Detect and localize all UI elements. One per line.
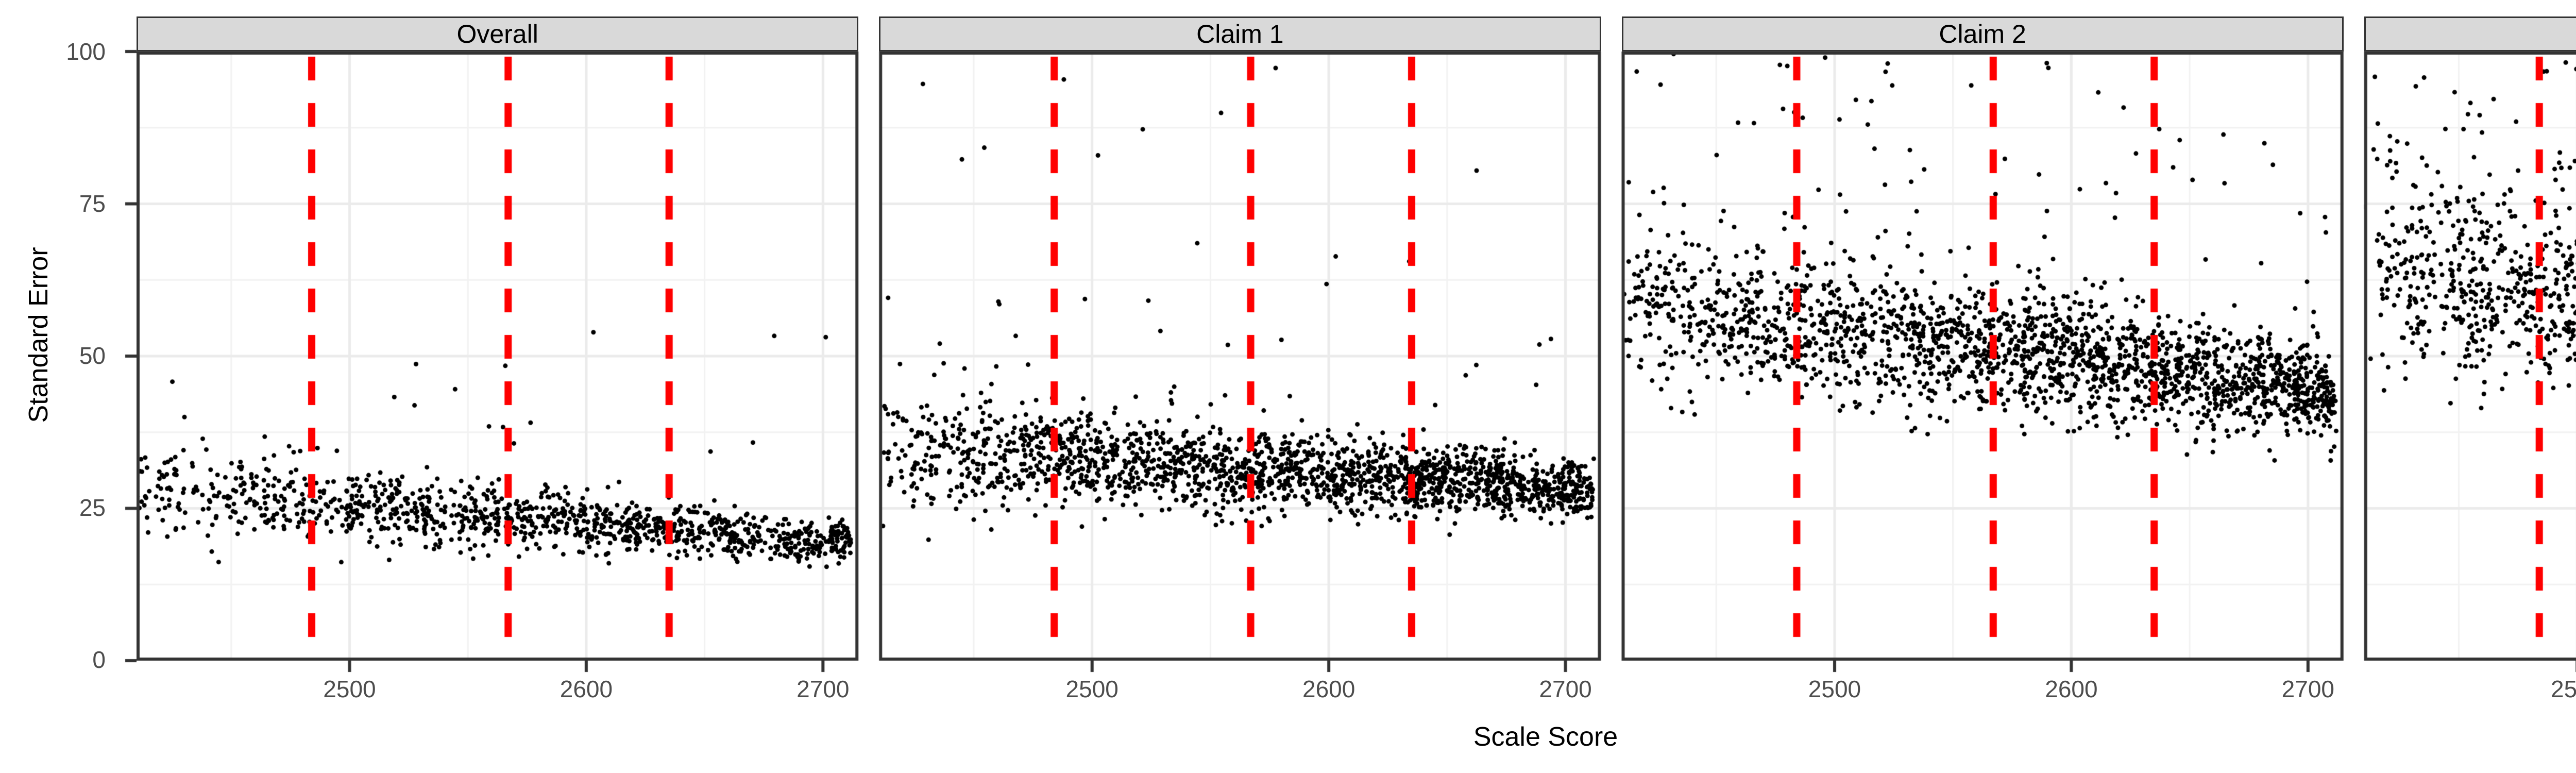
x-tick-label-2700-panel-2: 2700 [2281, 676, 2334, 702]
y-axis-tick-labels: 100 75 50 25 0 [0, 0, 106, 773]
panel-strip-label-claim-2: Claim 2 [1939, 20, 2026, 48]
panel-strip-claim-1: Claim 1 [879, 16, 1601, 52]
y-tick-label-100: 100 [66, 38, 106, 65]
x-tick-label-2700-panel-0: 2700 [796, 676, 850, 702]
y-tick-label-75: 75 [79, 190, 106, 217]
panel-claim-2 [1622, 52, 2344, 661]
x-axis-title: Scale Score [1473, 722, 1618, 752]
x-tick-label-2500-panel-3: 2500 [2551, 676, 2576, 702]
panel-strip-label-overall: Overall [456, 20, 538, 48]
x-tick-label-2500-panel-1: 2500 [1065, 676, 1118, 702]
x-tick-label-2600-panel-1: 2600 [1302, 676, 1355, 702]
panel-overall [137, 52, 858, 661]
panel-claim-3 [2364, 52, 2576, 661]
x-tick-label-2600-panel-0: 2600 [560, 676, 613, 702]
x-tick-label-2700-panel-1: 2700 [1539, 676, 1592, 702]
panel-strip-claim-3: Claim 3 [2364, 16, 2576, 52]
y-tick-label-0: 0 [92, 646, 106, 673]
panel-strip-claim-2: Claim 2 [1621, 16, 2344, 52]
x-tick-label-2500-panel-0: 2500 [323, 676, 376, 702]
y-tick-label-50: 50 [79, 342, 106, 369]
y-tick-label-25: 25 [79, 494, 106, 521]
x-tick-label-2600-panel-2: 2600 [2045, 676, 2098, 702]
panel-claim-1 [879, 52, 1601, 661]
panel-strip-overall: Overall [137, 16, 859, 52]
panel-strip-label-claim-1: Claim 1 [1196, 20, 1284, 48]
x-tick-label-2500-panel-2: 2500 [1808, 676, 1861, 702]
